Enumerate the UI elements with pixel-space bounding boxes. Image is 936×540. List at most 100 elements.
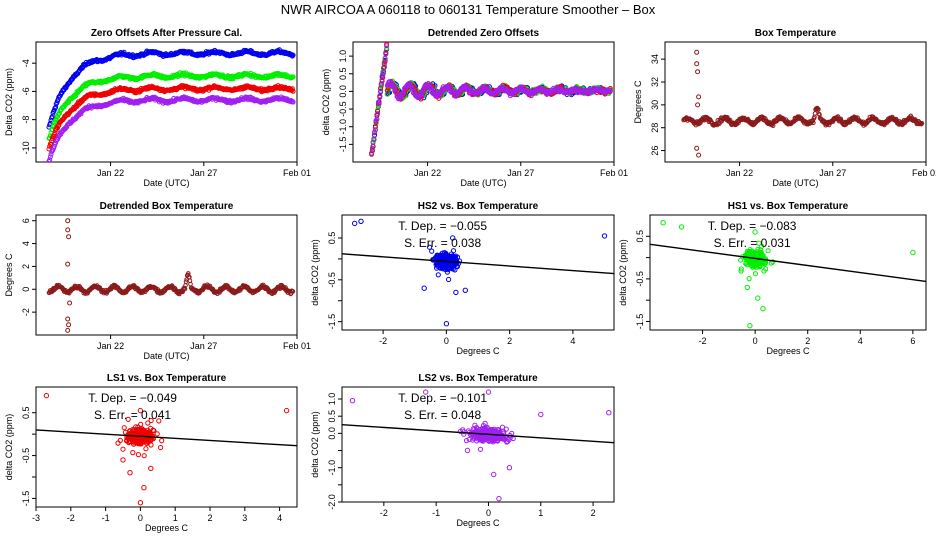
plot-area bbox=[46, 218, 296, 333]
x-tick-label: 0 bbox=[753, 336, 758, 346]
outlier-point bbox=[660, 220, 666, 226]
data-point bbox=[369, 148, 375, 154]
data-point bbox=[382, 56, 388, 62]
y-tick-label: 0 bbox=[21, 287, 31, 292]
y-tick-label: 4 bbox=[21, 241, 31, 246]
data-point bbox=[727, 117, 733, 123]
x-tick-label: 0 bbox=[138, 513, 143, 523]
data-point bbox=[427, 244, 433, 250]
y-tick-label: 0.0 bbox=[338, 85, 348, 98]
x-tick-label: 3 bbox=[242, 513, 247, 523]
data-point bbox=[419, 90, 425, 96]
data-point bbox=[446, 276, 452, 283]
data-point bbox=[381, 62, 387, 67]
data-point bbox=[738, 266, 744, 272]
data-point bbox=[381, 70, 387, 76]
data-point bbox=[770, 123, 776, 129]
data-point bbox=[373, 119, 379, 125]
data-point bbox=[450, 248, 457, 254]
data-point bbox=[438, 257, 444, 263]
panel-zero_offsets: Zero Offsets After Pressure Cal.-10-8-6-… bbox=[4, 28, 311, 188]
serr-label: S. Err. = 0.031 bbox=[714, 236, 791, 250]
data-point bbox=[756, 263, 763, 269]
data-point bbox=[375, 111, 381, 117]
x-tick-label: 6 bbox=[910, 336, 915, 346]
y-tick-label: -1.5 bbox=[635, 314, 645, 330]
outlier-point bbox=[352, 220, 358, 227]
x-tick-label: Feb 01 bbox=[912, 168, 936, 178]
x-tick-label: Jan 27 bbox=[190, 341, 217, 351]
data-point bbox=[429, 248, 435, 254]
x-tick-label: Feb 01 bbox=[600, 168, 628, 178]
y-tick-label: 1.0 bbox=[338, 50, 348, 63]
data-point bbox=[753, 262, 759, 268]
outlier-point bbox=[760, 306, 766, 312]
x-axis-label: Degrees C bbox=[766, 346, 810, 356]
x-axis-label: Date (UTC) bbox=[460, 178, 506, 188]
x-tick-label: 2 bbox=[207, 513, 212, 523]
data-point bbox=[382, 59, 388, 64]
outlier-point bbox=[65, 261, 71, 267]
data-point-LS2 bbox=[47, 157, 53, 162]
data-point bbox=[811, 120, 816, 125]
data-point-HS2 bbox=[290, 52, 296, 58]
panel-title: Box Temperature bbox=[755, 28, 837, 39]
data-point bbox=[607, 87, 612, 93]
plot-frame bbox=[341, 214, 615, 331]
y-axis-label: delta CO2 (ppm) bbox=[321, 69, 331, 136]
data-point bbox=[743, 261, 749, 267]
y-axis-label: delta CO2 (ppm) bbox=[310, 239, 320, 306]
data-point bbox=[419, 92, 425, 98]
data-point bbox=[607, 88, 613, 94]
x-tick-label: 4 bbox=[858, 336, 863, 346]
y-tick-label: 2 bbox=[21, 264, 31, 269]
x-tick-label: Jan 22 bbox=[726, 168, 753, 178]
panel-title: Detrended Zero Offsets bbox=[428, 28, 540, 39]
y-tick-label: -2 bbox=[21, 308, 31, 316]
x-axis-label: Date (UTC) bbox=[143, 178, 189, 188]
y-tick-label: -10 bbox=[21, 141, 31, 154]
outlier-point bbox=[695, 102, 701, 108]
data-point bbox=[122, 429, 129, 435]
outlier-point bbox=[696, 94, 702, 100]
data-point bbox=[746, 276, 752, 282]
x-tick-label: Jan 22 bbox=[414, 168, 441, 178]
data-point bbox=[380, 73, 386, 79]
y-axis-label: delta CO2 (ppm) bbox=[618, 239, 628, 306]
data-point bbox=[376, 101, 382, 107]
plot-area bbox=[46, 47, 296, 162]
outlier-point bbox=[601, 233, 608, 239]
y-tick-label: -0.5 bbox=[635, 271, 645, 287]
data-point bbox=[369, 150, 375, 156]
data-point bbox=[437, 262, 443, 268]
data-point bbox=[393, 89, 398, 95]
x-tick-label: 0 bbox=[444, 336, 449, 346]
plot-frame bbox=[352, 41, 615, 163]
x-tick-label: -2 bbox=[379, 336, 387, 346]
data-point bbox=[761, 268, 767, 274]
y-tick-label: -1.5 bbox=[327, 314, 337, 330]
outlier-point bbox=[66, 322, 72, 328]
data-point bbox=[435, 272, 441, 278]
panel-title: Detrended Box Temperature bbox=[100, 201, 234, 212]
y-tick-label: -1.0 bbox=[338, 119, 348, 135]
data-point-HS2 bbox=[53, 104, 59, 110]
plot-frame bbox=[664, 41, 927, 163]
tdep-label: T. Dep. = −0.055 bbox=[398, 219, 487, 233]
data-point-LS2 bbox=[47, 154, 53, 160]
x-tick-label: Jan 22 bbox=[97, 341, 124, 351]
x-tick-label: -1 bbox=[102, 513, 110, 523]
panel-title: LS1 vs. Box Temperature bbox=[107, 373, 227, 384]
plot-frame bbox=[35, 386, 298, 508]
panel-ls1_vs_box: LS1 vs. Box Temperature-1.5-0.50.5-3 -2 -1… bbox=[4, 373, 298, 533]
data-point bbox=[384, 43, 390, 49]
outlier-point bbox=[443, 321, 450, 327]
data-point bbox=[383, 51, 389, 57]
data-point bbox=[378, 89, 384, 95]
data-point bbox=[919, 121, 925, 126]
outlier-point bbox=[65, 316, 71, 322]
y-tick-label: 32 bbox=[650, 77, 660, 87]
x-tick-label: 1 bbox=[173, 513, 178, 523]
outlier-point bbox=[66, 234, 72, 240]
panel-title: HS2 vs. Box Temperature bbox=[418, 201, 539, 212]
